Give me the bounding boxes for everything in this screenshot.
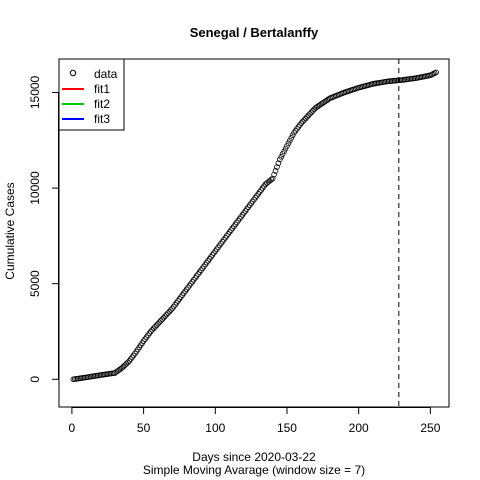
data-point: [268, 176, 275, 183]
x-tick-label: 250: [420, 421, 440, 435]
data-point: [299, 118, 306, 125]
legend-label-fit1: fit1: [94, 82, 110, 96]
data-point: [320, 100, 326, 106]
data-point: [149, 327, 155, 333]
x-tick-label: 150: [277, 421, 297, 435]
data-point: [123, 360, 130, 367]
data-point: [271, 171, 277, 178]
data-point: [302, 115, 309, 122]
data-point: [155, 321, 161, 327]
y-tick-label: 0: [28, 376, 42, 383]
x-tick-label: 100: [205, 421, 225, 435]
data-point: [166, 308, 173, 315]
y-tick-label: 15000: [28, 75, 42, 109]
data-point: [284, 143, 290, 149]
data-point: [272, 168, 279, 174]
y-axis: 0 5000 10000 15000: [28, 75, 59, 383]
data-point: [315, 103, 322, 109]
data-point: [160, 314, 167, 321]
legend-label-fit3: fit3: [94, 112, 110, 126]
data-point: [282, 145, 289, 152]
data-point: [305, 112, 312, 119]
data-point: [314, 104, 320, 110]
data-point: [274, 164, 280, 170]
data-point: [150, 325, 157, 332]
data-point: [312, 104, 319, 111]
data-point: [285, 140, 292, 147]
data-point: [147, 328, 154, 335]
data-point: [304, 114, 310, 120]
y-tick-label: 5000: [28, 270, 42, 297]
data-point: [153, 322, 160, 329]
data-point: [307, 111, 313, 117]
data-point: [308, 109, 315, 116]
data-point: [162, 313, 168, 319]
y-axis-label: Cumulative Cases: [3, 182, 17, 279]
x-tick-label: 200: [349, 421, 369, 435]
data-point: [318, 101, 325, 107]
legend-label-data: data: [94, 67, 118, 81]
data-point: [321, 99, 328, 105]
data-point: [289, 132, 296, 139]
x-axis: 0 50 100 150 200 250: [69, 407, 441, 435]
data-point: [156, 319, 163, 326]
legend: data fit1 fit2 fit3: [58, 58, 125, 131]
data-point: [301, 117, 307, 123]
x-axis-sublabel: Simple Moving Avarage (window size = 7): [143, 463, 365, 477]
data-point: [165, 310, 171, 316]
data-point: [275, 160, 282, 167]
data-point: [325, 96, 332, 102]
legend-marker-data: [69, 69, 77, 77]
x-axis-label: Days since 2020-03-22: [192, 450, 316, 464]
data-point: [158, 317, 164, 324]
data-point: [433, 69, 439, 76]
data-point: [159, 316, 166, 323]
data-point: [278, 153, 285, 160]
legend-label-fit2: fit2: [94, 97, 110, 111]
data-series: [70, 69, 439, 383]
data-point: [288, 135, 295, 141]
y-tick-label: 10000: [28, 171, 42, 205]
data-point: [287, 137, 293, 144]
data-point: [279, 151, 286, 157]
data-point: [163, 311, 170, 318]
x-tick-label: 50: [137, 421, 151, 435]
data-point: [298, 120, 305, 126]
data-point: [281, 148, 287, 155]
data-point: [125, 359, 131, 366]
x-tick-label: 0: [69, 421, 76, 435]
data-point: [317, 102, 323, 108]
data-point: [122, 362, 128, 368]
data-point: [168, 307, 174, 313]
data-point: [309, 108, 316, 114]
data-point: [277, 156, 283, 163]
data-point: [152, 324, 158, 330]
data-point: [269, 175, 276, 182]
data-point: [324, 97, 330, 103]
chart-title: Senegal / Bertalanffy: [190, 25, 319, 40]
data-point: [322, 98, 329, 104]
